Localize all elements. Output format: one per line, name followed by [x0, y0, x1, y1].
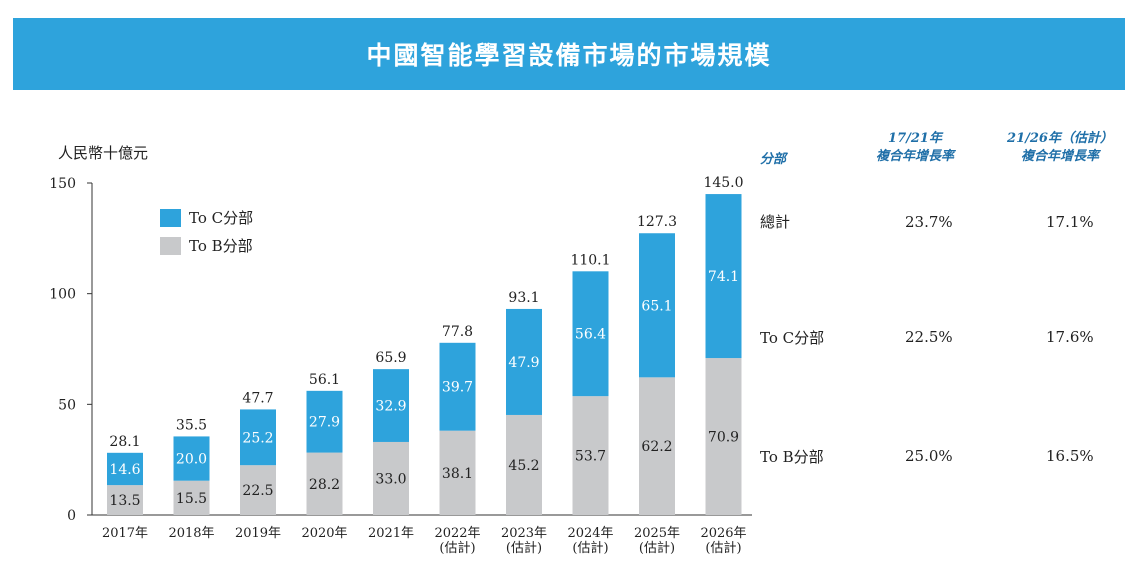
- data-label-to-b: 13.5: [109, 493, 140, 509]
- bar-segment-to-c: [705, 194, 742, 359]
- x-tick-label: 2022年: [434, 526, 480, 541]
- table-row-toc-segment: To C分部: [760, 329, 825, 347]
- bar-segment-to-c: [506, 308, 542, 415]
- table-header-cagr-2017-2021-period: 17/21年: [888, 131, 942, 146]
- x-tick-label: 2018年: [168, 526, 214, 541]
- bar-segment-to-b: [173, 480, 210, 515]
- data-label-to-c: 20.0: [176, 452, 207, 468]
- data-label-total: 35.5: [176, 417, 207, 433]
- data-label-to-c: 25.2: [242, 430, 273, 446]
- data-label-total: 145.0: [703, 175, 743, 191]
- data-label-total: 28.1: [109, 434, 140, 450]
- data-label-to-b: 62.2: [641, 439, 672, 455]
- x-tick-label: (估計): [639, 540, 675, 556]
- bar-segment-to-b: [639, 377, 675, 515]
- bar-segment-to-b: [107, 485, 143, 515]
- bar-segment-to-c: [107, 452, 143, 486]
- data-label-to-c: 14.6: [109, 462, 140, 478]
- y-tick-label: 150: [49, 176, 76, 192]
- stacked-bar-chart: 0 50 100 150 13.5 14.6 28.1 2017年 15.5 20.0 35.5 20…: [49, 175, 752, 556]
- table-row-total-cagr1: 23.7%: [905, 213, 953, 231]
- legend-label: To B分部: [189, 237, 253, 255]
- legend-swatch: [160, 237, 181, 255]
- table-header-cagr-2021-2026-period: 21/26年（估計）: [1007, 131, 1113, 146]
- table-row-tob-cagr1: 25.0%: [905, 447, 953, 465]
- legend-label: To C分部: [189, 209, 253, 227]
- data-label-to-b: 28.2: [309, 477, 340, 493]
- table-row-total-cagr2: 17.1%: [1046, 213, 1094, 231]
- x-tick-label: 2020年: [301, 526, 347, 541]
- x-tick-label: 2023年: [501, 526, 547, 541]
- bar-segment-to-c: [639, 233, 675, 378]
- table-row-toc-cagr1: 22.5%: [905, 328, 953, 346]
- x-tick-label: (估計): [572, 540, 608, 556]
- x-tick-label: 2017年: [102, 526, 148, 541]
- title-banner: 中國智能學習設備市場的市場規模: [13, 18, 1125, 90]
- bar-segment-to-b: [705, 358, 742, 515]
- table-row-toc-cagr2: 17.6%: [1046, 328, 1094, 346]
- data-label-total: 56.1: [309, 372, 340, 388]
- bar-segment-to-b: [306, 452, 343, 515]
- bar-segment-to-c: [572, 271, 609, 397]
- y-tick-label: 50: [58, 397, 76, 413]
- data-label-to-b: 33.0: [375, 471, 406, 487]
- data-label-to-b: 38.1: [442, 466, 473, 482]
- data-label-to-b: 22.5: [242, 483, 273, 499]
- y-axis-unit-label: 人民幣十億元: [58, 144, 149, 162]
- y-tick-label: 0: [67, 508, 76, 524]
- x-tick-label: (估計): [439, 540, 475, 556]
- data-label-to-b: 70.9: [708, 430, 739, 446]
- bar-segment-to-b: [439, 430, 476, 515]
- bar-segment-to-c: [306, 390, 343, 453]
- data-label-total: 77.8: [442, 324, 473, 340]
- bar-segment-to-b: [572, 396, 609, 515]
- table-header-segment: 分部: [760, 152, 787, 167]
- data-label-to-c: 56.4: [575, 327, 606, 343]
- table-row-tob-cagr2: 16.5%: [1046, 447, 1094, 465]
- x-tick-label: (估計): [705, 540, 741, 556]
- data-label-to-b: 45.2: [508, 458, 539, 474]
- data-label-to-c: 32.9: [375, 399, 406, 415]
- data-label-to-c: 74.1: [708, 269, 739, 285]
- table-row-total-segment: 總計: [760, 213, 791, 231]
- table-header-cagr-2017-2021-label: 複合年增長率: [875, 149, 954, 164]
- table-header-cagr-2017-2021: 17/21年 複合年增長率: [855, 130, 975, 166]
- data-label-total: 110.1: [570, 252, 610, 268]
- data-label-to-b: 53.7: [575, 449, 606, 465]
- data-label-total: 93.1: [508, 290, 539, 306]
- data-label-total: 47.7: [242, 390, 273, 406]
- data-label-to-c: 47.9: [508, 355, 539, 371]
- x-tick-label: 2026年: [700, 526, 746, 541]
- y-tick-label: 100: [49, 287, 76, 303]
- x-tick-label: (估計): [506, 540, 542, 556]
- x-tick-label: 2021年: [368, 526, 414, 541]
- bar-segment-to-b: [240, 465, 276, 515]
- table-row-tob-segment: To B分部: [760, 448, 824, 466]
- data-label-to-c: 27.9: [309, 415, 340, 431]
- data-label-to-c: 65.1: [641, 298, 672, 314]
- data-label-total: 65.9: [375, 350, 406, 366]
- x-tick-label: 2025年: [634, 526, 680, 541]
- bar-segment-to-c: [173, 436, 210, 481]
- table-header-cagr-2021-2026-label: 複合年增長率: [1020, 149, 1099, 164]
- table-header-cagr-2021-2026: 21/26年（估計） 複合年增長率: [995, 130, 1125, 166]
- legend-swatch: [160, 209, 181, 227]
- chart-title: 中國智能學習設備市場的市場規模: [366, 41, 772, 70]
- x-tick-label: 2019年: [235, 526, 281, 541]
- bar-segment-to-c: [240, 409, 276, 466]
- bar-segment-to-c: [439, 342, 476, 431]
- bar-segment-to-b: [373, 441, 409, 515]
- x-tick-label: 2024年: [567, 526, 613, 541]
- data-label-to-c: 39.7: [442, 380, 473, 396]
- bar-segment-to-b: [506, 414, 542, 515]
- data-label-to-b: 15.5: [176, 491, 207, 507]
- bar-segment-to-c: [373, 369, 409, 442]
- data-label-total: 127.3: [637, 214, 677, 230]
